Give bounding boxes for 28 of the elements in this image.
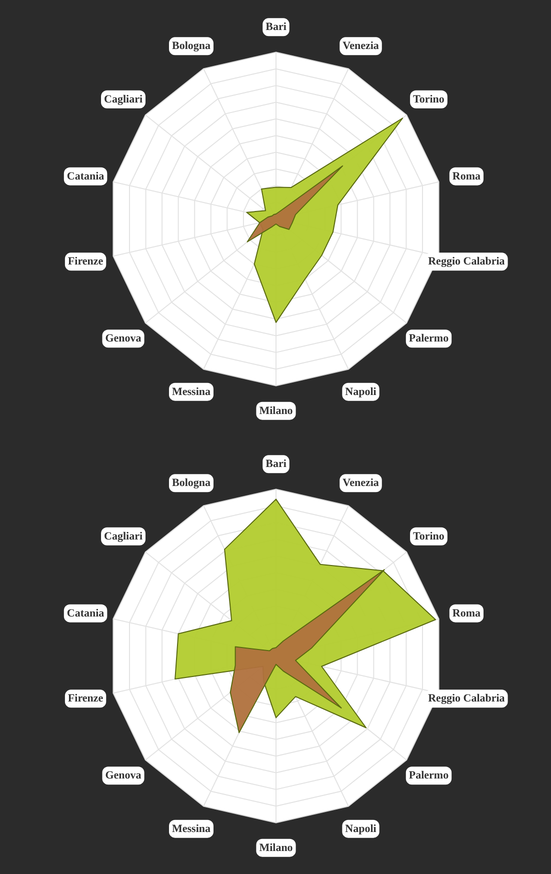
spoke-label: Reggio Calabria (428, 692, 506, 705)
spoke-label: Bari (266, 458, 286, 470)
spoke-label: Catania (66, 607, 105, 620)
spoke-label: Palermo (408, 332, 450, 345)
spoke-label: Catania (66, 170, 105, 182)
spoke-label: Messina (172, 386, 211, 398)
spoke-label: Napoli (345, 822, 376, 835)
spoke-label: Milano (259, 404, 294, 417)
spoke-label: Bari (266, 21, 286, 34)
spoke-label: Napoli (345, 386, 376, 398)
spoke-label: Milano (259, 842, 294, 854)
spoke-label: Genova (105, 770, 142, 782)
spoke-label: Palermo (408, 770, 450, 782)
spoke-label: Firenze (68, 256, 104, 268)
spoke-label: Torino (413, 530, 445, 542)
spoke-label: Firenze (68, 692, 104, 705)
spoke-label: Bologna (172, 477, 211, 490)
spoke-label: Reggio Calabria (428, 256, 506, 268)
spoke-label: Messina (172, 822, 211, 835)
spoke-label: Venezia (342, 40, 380, 52)
spoke-label: Venezia (342, 477, 380, 490)
spoke-label: Roma (452, 607, 482, 620)
spoke-label: Roma (452, 170, 482, 182)
spoke-label: Genova (105, 332, 142, 345)
spoke-label: Bologna (172, 40, 211, 52)
spoke-label: Torino (413, 93, 445, 106)
spoke-label: Cagliari (104, 530, 143, 542)
spoke-label: Cagliari (104, 93, 143, 106)
